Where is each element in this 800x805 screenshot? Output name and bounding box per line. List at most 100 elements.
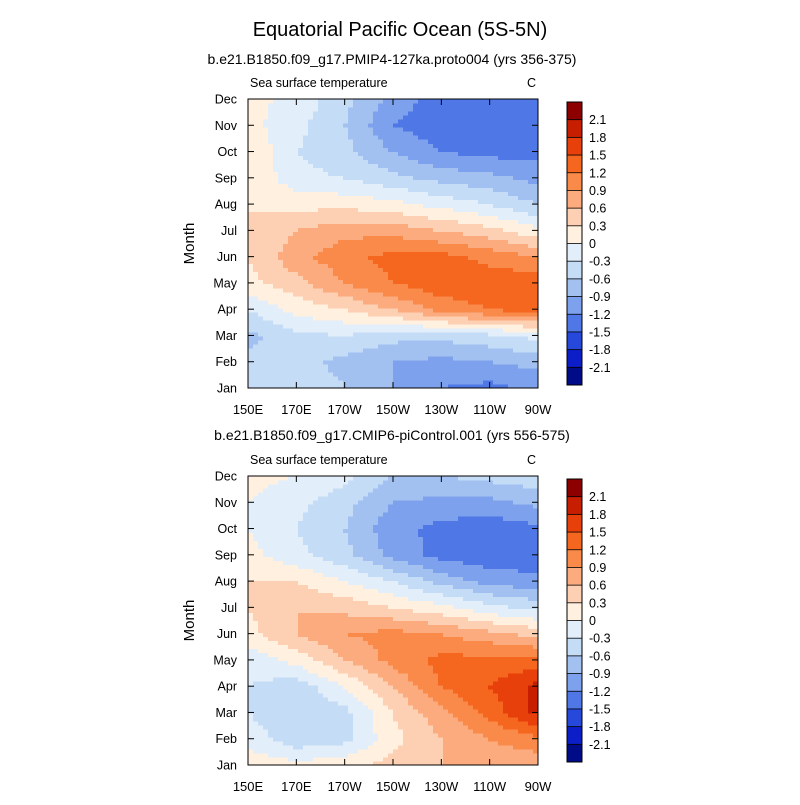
heatmap-cell	[298, 721, 304, 726]
heatmap-cell	[403, 139, 409, 144]
heatmap-cell	[383, 215, 389, 220]
heatmap-cell	[313, 256, 319, 261]
heatmap-cell	[293, 175, 299, 180]
heatmap-cell	[528, 380, 534, 385]
heatmap-cell	[388, 296, 394, 301]
colorbar-label: -1.8	[589, 343, 611, 357]
heatmap-cell	[493, 103, 499, 108]
heatmap-cell	[493, 187, 499, 192]
heatmap-cell	[263, 147, 269, 152]
heatmap-cell	[463, 340, 469, 345]
heatmap-cell	[403, 211, 409, 216]
heatmap-cell	[403, 256, 409, 261]
heatmap-cell	[473, 203, 479, 208]
heatmap-cell	[338, 103, 344, 108]
heatmap-cell	[293, 167, 299, 172]
heatmap-cell	[513, 207, 519, 212]
heatmap-cell	[498, 280, 504, 285]
heatmap-cell	[318, 203, 324, 208]
heatmap-cell	[248, 733, 254, 738]
heatmap-cell	[278, 725, 284, 730]
heatmap-cell	[263, 745, 269, 750]
heatmap-cell	[478, 745, 484, 750]
heatmap-cell	[433, 328, 439, 333]
heatmap-cell	[363, 155, 369, 160]
heatmap-cell	[413, 304, 419, 309]
heatmap-cell	[463, 296, 469, 301]
heatmap-cell	[498, 215, 504, 220]
heatmap-cell	[353, 344, 359, 349]
heatmap-cell	[318, 757, 324, 762]
heatmap-cell	[288, 183, 294, 188]
heatmap-cell	[293, 757, 299, 762]
heatmap-cell	[423, 143, 429, 148]
heatmap-cell	[478, 159, 484, 164]
heatmap-cell	[258, 725, 264, 730]
heatmap-cell	[378, 352, 384, 357]
heatmap-cell	[353, 179, 359, 184]
heatmap-cell	[513, 344, 519, 349]
heatmap-cell	[273, 159, 279, 164]
heatmap-cell	[368, 167, 374, 172]
heatmap-cell	[393, 344, 399, 349]
heatmap-cell	[328, 195, 334, 200]
heatmap-cell	[308, 368, 314, 373]
heatmap-cell	[518, 111, 524, 116]
heatmap-cell	[423, 111, 429, 116]
heatmap-cell	[468, 203, 474, 208]
heatmap-cell	[333, 308, 339, 313]
heatmap-cell	[453, 252, 459, 257]
heatmap-cell	[378, 368, 384, 373]
heatmap-cell	[323, 248, 329, 253]
heatmap-cell	[443, 219, 449, 224]
heatmap-cell	[268, 127, 274, 132]
heatmap-cell	[358, 729, 364, 734]
heatmap-cell	[368, 223, 374, 228]
heatmap-cell	[288, 368, 294, 373]
heatmap-cell	[408, 248, 414, 253]
heatmap-cell	[413, 753, 419, 758]
heatmap-cell	[278, 757, 284, 762]
heatmap-cell	[448, 195, 454, 200]
heatmap-cell	[248, 143, 254, 148]
heatmap-cell	[513, 332, 519, 337]
heatmap-cell	[483, 231, 489, 236]
heatmap-cell	[313, 135, 319, 140]
heatmap-cell	[283, 312, 289, 317]
heatmap-cell	[313, 199, 319, 204]
heatmap-cell	[493, 356, 499, 361]
heatmap-cell	[448, 332, 454, 337]
panel-top: b.e21.B1850.f09_g17.PMIP4-127ka.proto004…	[181, 51, 611, 417]
heatmap-cell	[503, 187, 509, 192]
heatmap-cell	[493, 235, 499, 240]
heatmap-cell	[378, 227, 384, 232]
heatmap-cell	[268, 207, 274, 212]
heatmap-cell	[393, 296, 399, 301]
heatmap-cell	[338, 123, 344, 128]
heatmap-cell	[508, 348, 514, 353]
heatmap-cell	[363, 207, 369, 212]
heatmap-cell	[393, 103, 399, 108]
heatmap-cell	[408, 729, 414, 734]
heatmap-cell	[353, 729, 359, 734]
heatmap-cell	[398, 376, 404, 381]
heatmap-cell	[498, 99, 504, 104]
heatmap-cell	[248, 119, 254, 124]
heatmap-cell	[313, 296, 319, 301]
heatmap-cell	[448, 380, 454, 385]
heatmap-cell	[438, 753, 444, 758]
heatmap-cell	[443, 741, 449, 746]
heatmap-cell	[458, 211, 464, 216]
heatmap-cell	[388, 223, 394, 228]
heatmap-cell	[498, 175, 504, 180]
heatmap-cell	[258, 268, 264, 273]
heatmap-cell	[528, 320, 534, 325]
heatmap-cell	[303, 328, 309, 333]
heatmap-cell	[318, 159, 324, 164]
heatmap-cell	[438, 300, 444, 305]
heatmap-cell	[453, 187, 459, 192]
heatmap-cell	[378, 725, 384, 730]
heatmap-cell	[383, 260, 389, 265]
x-tick-label: 170E	[281, 402, 312, 417]
heatmap-cell	[428, 163, 434, 168]
